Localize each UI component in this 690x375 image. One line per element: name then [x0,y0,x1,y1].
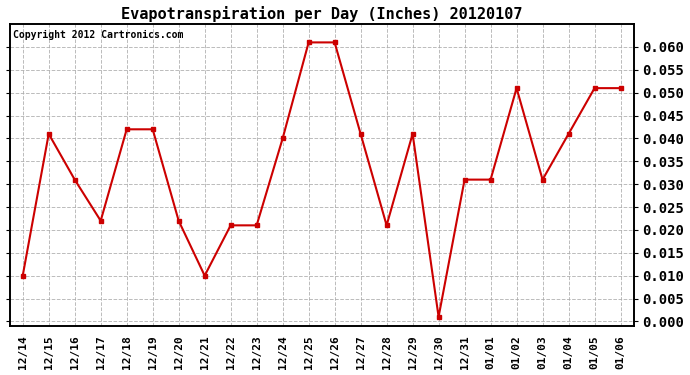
Title: Evapotranspiration per Day (Inches) 20120107: Evapotranspiration per Day (Inches) 2012… [121,6,522,21]
Text: Copyright 2012 Cartronics.com: Copyright 2012 Cartronics.com [13,30,184,40]
